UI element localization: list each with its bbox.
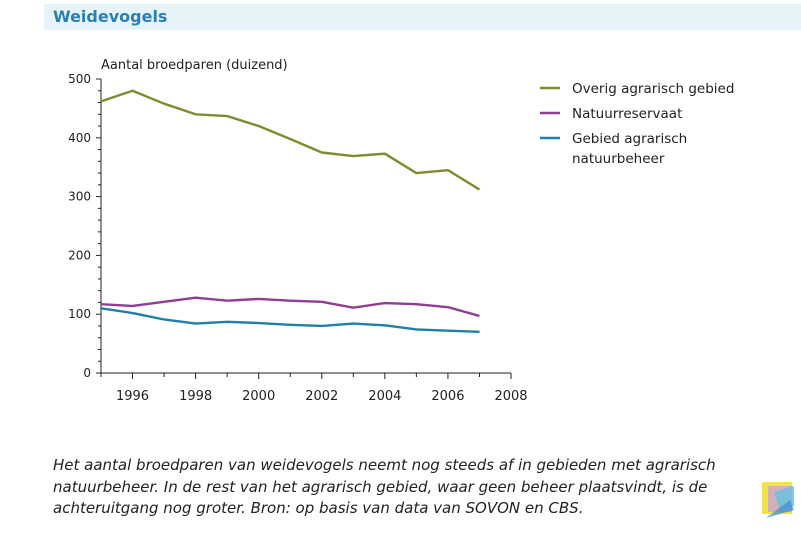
y-tick-label: 0 — [83, 366, 91, 380]
caption-text: Het aantal broedparen van weidevogels ne… — [53, 456, 716, 517]
x-tick-label: 2000 — [242, 389, 275, 404]
header-bar: Weidevogels — [44, 4, 801, 30]
line-chart: Aantal broedparen (duizend) 0 100 200 300 40… — [68, 58, 734, 404]
legend-label-1: Overig agrarisch gebied — [572, 81, 734, 97]
x-tick-label: 1998 — [179, 389, 212, 404]
y-tick-label: 100 — [68, 307, 91, 321]
x-tick-label: 2008 — [494, 389, 527, 404]
series-layer — [100, 89, 481, 334]
x-tick-label: 2004 — [368, 389, 401, 404]
series-line-1 — [100, 89, 481, 191]
y-axis-label: Aantal broedparen (duizend) — [101, 58, 288, 73]
series-line-2 — [100, 296, 480, 318]
legend-label-3: Gebied agrarisch natuurbeheer — [572, 131, 687, 167]
y-tick-label: 400 — [68, 131, 91, 145]
axes: 0 100 200 300 400 500 1996 1998 2000 2002 2004 2006… — [68, 72, 527, 404]
series-line-3 — [100, 307, 480, 334]
x-tick-label: 2002 — [305, 389, 338, 404]
legend: Overig agrarisch gebied Natuurreservaat Ge… — [540, 81, 734, 167]
x-tick-label: 2006 — [431, 389, 464, 404]
page-title: Weidevogels — [53, 7, 168, 26]
y-tick-label: 300 — [68, 190, 91, 204]
publisher-logo — [762, 482, 794, 518]
y-tick-label: 200 — [68, 248, 91, 262]
y-tick-label: 500 — [68, 72, 91, 86]
x-tick-label: 1996 — [116, 389, 149, 404]
legend-label-2: Natuurreservaat — [572, 106, 682, 122]
